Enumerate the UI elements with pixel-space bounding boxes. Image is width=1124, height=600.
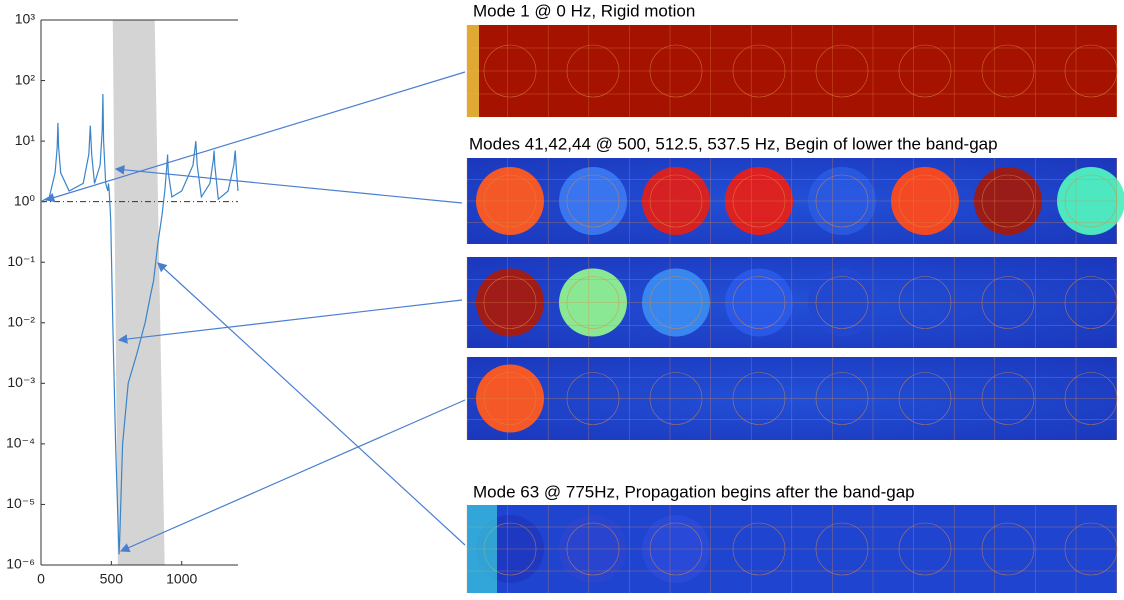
mode-image bbox=[466, 505, 1118, 593]
arrow bbox=[117, 299, 463, 344]
caption: Mode 1 @ 0 Hz, Rigid motion bbox=[473, 1, 695, 20]
mode-image bbox=[466, 25, 1118, 117]
band-gap bbox=[112, 20, 165, 565]
line-series bbox=[40, 93, 239, 555]
x-tick-label: 500 bbox=[100, 571, 124, 587]
y-tick-label: 10⁻¹ bbox=[7, 253, 35, 269]
arrow bbox=[119, 399, 466, 553]
mode-image bbox=[466, 357, 1118, 440]
caption: Mode 63 @ 775Hz, Propagation begins afte… bbox=[473, 482, 915, 501]
y-tick-label: 10⁻³ bbox=[7, 374, 35, 390]
y-tick-label: 10⁰ bbox=[14, 192, 36, 208]
arrow bbox=[44, 71, 466, 203]
x-tick-label: 1000 bbox=[166, 571, 197, 587]
y-tick-label: 10⁻⁶ bbox=[6, 556, 35, 572]
y-tick-label: 10⁻⁵ bbox=[6, 495, 35, 511]
arrow bbox=[114, 165, 463, 204]
chart: 10³ 10² 10¹ 10⁰ 10⁻¹ 10⁻² 10⁻³ 10⁻⁴ 10⁻⁵ 10⁻⁶0 500… bbox=[6, 11, 239, 587]
caption: Modes 41,42,44 @ 500, 512.5, 537.5 Hz, B… bbox=[469, 134, 998, 153]
x-tick-label: 0 bbox=[37, 571, 45, 587]
mode-image bbox=[466, 257, 1118, 348]
y-tick-label: 10¹ bbox=[15, 132, 36, 148]
arrows bbox=[44, 71, 466, 553]
y-tick-label: 10⁻⁴ bbox=[6, 435, 35, 451]
edge-tint bbox=[467, 25, 479, 117]
mode-image bbox=[466, 158, 1124, 244]
y-tick-label: 10² bbox=[15, 71, 36, 87]
mode-panels bbox=[466, 25, 1124, 593]
y-tick-label: 10⁻² bbox=[7, 313, 35, 329]
y-tick-label: 10³ bbox=[15, 11, 36, 27]
arrow bbox=[157, 262, 466, 546]
edge-tint bbox=[467, 505, 497, 593]
